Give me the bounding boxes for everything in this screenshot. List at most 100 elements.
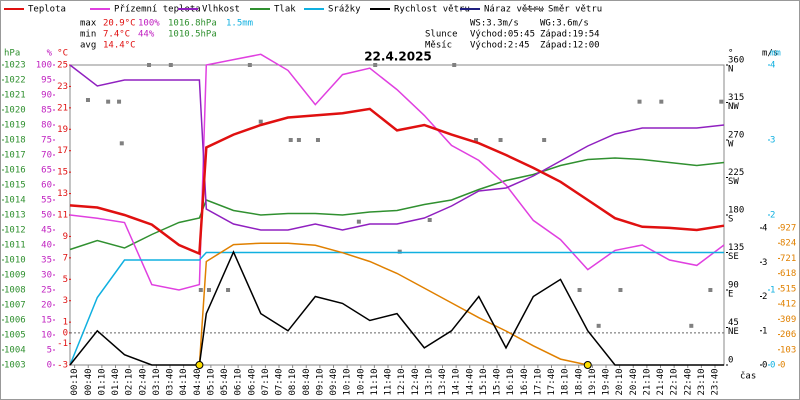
x-tick-label: 23:40 (711, 368, 721, 395)
y-tick-label: 2 (762, 292, 767, 302)
direction-point (147, 63, 152, 67)
x-tick-label: 02:40 (138, 368, 148, 395)
series-line (198, 242, 588, 366)
y-tick-label: 1006 (4, 316, 26, 326)
y-tick-label: 13 (57, 189, 68, 199)
compass-label: E (728, 290, 733, 300)
x-tick-label: 09:10 (315, 368, 325, 395)
direction-point (596, 323, 601, 328)
x-tick-label: 00:40 (84, 368, 94, 395)
legend-label: Náraz větru (484, 5, 544, 15)
y-tick-label: 80 (41, 121, 52, 131)
direction-point (373, 63, 378, 67)
y-tick-label: 90 (41, 91, 52, 101)
compass-label: W (728, 140, 734, 150)
sun-info: Východ:05:45 (470, 30, 535, 40)
sun-marker (195, 361, 204, 369)
wind-stat: WS:3.3m/s (470, 19, 519, 29)
legend-label: Tlak (274, 5, 296, 15)
x-tick-label: 16:10 (506, 368, 516, 395)
x-tick-label: 19:40 (602, 368, 612, 395)
series-line (69, 157, 725, 251)
legend-label: Teplota (28, 5, 66, 15)
direction-point (288, 138, 293, 142)
direction-point (258, 119, 263, 124)
y-tick-label: 25 (41, 286, 52, 296)
y-tick-label: 206 (780, 330, 796, 340)
direction-point (542, 138, 547, 142)
x-tick-label: 06:10 (234, 368, 244, 395)
y-tick-label: 225 (728, 168, 744, 178)
y-tick-label: 15 (41, 316, 52, 326)
x-tick-label: 18:40 (574, 368, 584, 395)
x-tick-label: 20:10 (615, 368, 625, 395)
direction-point (577, 288, 582, 292)
x-tick-label: 12:10 (397, 368, 407, 395)
y-tick-label: 1007 (4, 301, 26, 311)
y-tick-label: 35 (41, 256, 52, 266)
y-tick-label: 25 (57, 61, 68, 71)
x-tick-label: 21:10 (642, 368, 652, 395)
x-tick-label: 01:10 (97, 368, 107, 395)
y-tick-label: 4 (770, 61, 775, 71)
x-tick-label: 02:10 (125, 368, 135, 395)
direction-point (708, 288, 713, 292)
y-tick-label: 270 (728, 131, 744, 141)
x-tick-label: 07:10 (261, 368, 271, 395)
chart-title: 22.4.2025 (364, 50, 432, 64)
direction-point (637, 99, 642, 104)
x-tick-label: 14:10 (452, 368, 462, 395)
y-tick-label: 17 (57, 146, 68, 156)
y-tick-label: 1016 (4, 166, 26, 176)
y-tick-label: 3 (770, 136, 775, 146)
direction-point (198, 288, 203, 292)
y-tick-label: 927 (780, 224, 796, 234)
legend-label: Vlhkost (202, 5, 240, 15)
y-tick-label: 1013 (4, 211, 26, 221)
y-tick-label: 1 (63, 318, 68, 328)
y-tick-label: 824 (780, 239, 796, 249)
y-tick-label: 30 (41, 271, 52, 281)
x-tick-label: 10:10 (343, 368, 353, 395)
direction-point (296, 138, 301, 142)
direction-point (117, 99, 122, 104)
axis-unit: % (47, 49, 53, 59)
direction-point (247, 63, 252, 67)
y-tick-label: 0 (770, 361, 775, 371)
x-tick-label: 23:10 (697, 368, 707, 395)
y-tick-label: 1 (762, 326, 767, 336)
axis-unit: m/s (762, 49, 778, 59)
x-tick-label: 13:10 (424, 368, 434, 395)
direction-point (397, 249, 402, 254)
y-tick-label: 721 (780, 254, 796, 264)
x-tick-label: 05:40 (220, 368, 230, 395)
y-tick-label: 40 (41, 241, 52, 251)
moon-info: Východ:2:45 (470, 41, 530, 51)
x-tick-label: 22:40 (683, 368, 693, 395)
y-tick-label: 1019 (4, 121, 26, 131)
y-tick-label: 45 (41, 226, 52, 236)
x-tick-label: 11:40 (384, 368, 394, 395)
direction-point (498, 138, 503, 142)
x-tick-label: 04:40 (193, 368, 203, 395)
direction-point (427, 218, 432, 222)
series-line (69, 53, 725, 291)
y-tick-label: 1021 (4, 91, 26, 101)
direction-point (452, 63, 457, 67)
axis-unit: mm (770, 49, 781, 59)
stat: 44% (138, 30, 155, 40)
x-tick-label: 18:10 (561, 368, 571, 395)
compass-label: S (728, 215, 733, 225)
y-tick-label: 19 (57, 125, 68, 135)
stat: 20.9°C (103, 19, 136, 29)
x-tick-label: 10:40 (356, 368, 366, 395)
x-tick-label: 16:40 (520, 368, 530, 395)
y-tick-label: 55 (41, 196, 52, 206)
y-tick-label: 0 (728, 356, 733, 366)
y-tick-label: 0 (47, 361, 52, 371)
compass-label: N (728, 65, 733, 75)
stat: 14.4°C (103, 41, 136, 51)
x-tick-label: 12:40 (411, 368, 421, 395)
y-tick-label: 45 (728, 318, 739, 328)
y-tick-label: 0 (780, 361, 785, 371)
